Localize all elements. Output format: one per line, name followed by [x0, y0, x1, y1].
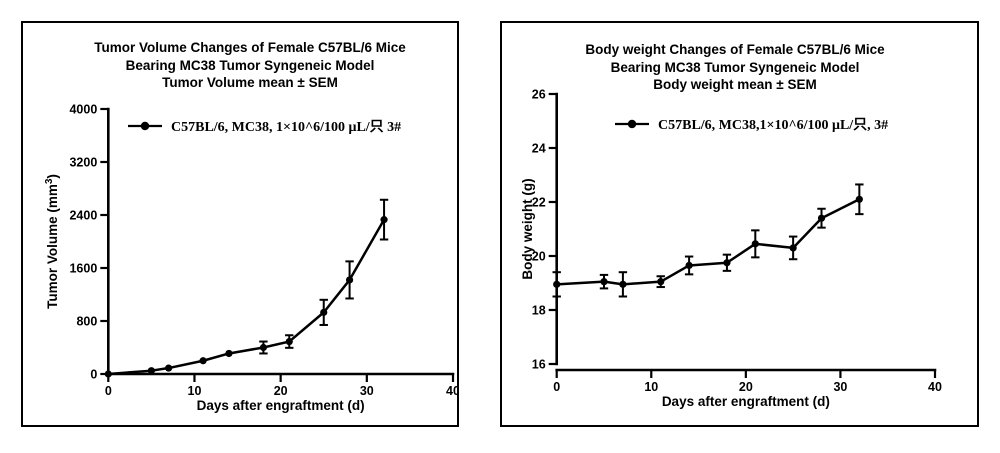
svg-text:Tumor Volume (mm3): Tumor Volume (mm3)	[44, 174, 60, 309]
svg-text:40: 40	[446, 384, 457, 398]
svg-text:16: 16	[532, 358, 546, 372]
body-weight-chart-svg: 16 18 20 22 24 26 0 10 20 30 40 Days after engraftm…	[520, 88, 942, 410]
svg-text:26: 26	[532, 88, 546, 102]
svg-text:0: 0	[553, 380, 560, 394]
svg-text:20: 20	[274, 384, 288, 398]
legend-marker-icon	[615, 119, 649, 129]
svg-text:Days after engraftment (d): Days after engraftment (d)	[662, 394, 830, 409]
svg-text:22: 22	[532, 196, 546, 210]
body-weight-panel: Body weight Changes of Female C57BL/6 Mi…	[500, 21, 979, 427]
weight-legend: C57BL/6, MC38,1×10^6/100 μL/只, 3#	[614, 114, 888, 134]
title-line: Bearing MC38 Tumor Syngeneic Model	[125, 57, 375, 73]
tumor-chart-title: Tumor Volume Changes of Female C57BL/6 M…	[43, 39, 457, 92]
svg-text:40: 40	[928, 380, 942, 394]
svg-text:18: 18	[532, 304, 546, 318]
title-line: Body weight mean ± SEM	[653, 77, 817, 92]
tumor-volume-panel: Tumor Volume Changes of Female C57BL/6 M…	[21, 21, 459, 427]
tumor-legend: C57BL/6, MC38, 1×10^6/100 μL/只 3#	[127, 116, 401, 136]
svg-text:30: 30	[360, 384, 374, 398]
svg-text:20: 20	[532, 250, 546, 264]
svg-text:20: 20	[739, 380, 753, 394]
svg-text:24: 24	[532, 142, 546, 156]
title-line: Tumor Volume Changes of Female C57BL/6 M…	[94, 40, 406, 55]
svg-text:30: 30	[833, 380, 847, 394]
weight-chart-title: Body weight Changes of Female C57BL/6 Mi…	[502, 41, 968, 94]
svg-text:10: 10	[644, 380, 658, 394]
legend-label: C57BL/6, MC38,1×10^6/100 μL/只, 3#	[658, 118, 889, 133]
legend-label: C57BL/6, MC38, 1×10^6/100 μL/只 3#	[171, 120, 402, 135]
svg-text:4000: 4000	[69, 103, 97, 117]
svg-text:0: 0	[90, 368, 97, 382]
svg-text:800: 800	[76, 315, 97, 329]
svg-text:10: 10	[188, 384, 202, 398]
svg-text:0: 0	[105, 384, 112, 398]
tumor-volume-chart-svg: 0 800 1600 2400 3200 4000 0 10 20 30 40 Days after …	[44, 103, 457, 414]
title-line: Tumor Volume mean ± SEM	[162, 75, 338, 90]
svg-text:Days after engraftment (d): Days after engraftment (d)	[197, 398, 365, 413]
legend-marker-icon	[128, 121, 162, 131]
title-line: Bearing MC38 Tumor Syngeneic Model	[610, 59, 860, 75]
svg-text:1600: 1600	[69, 262, 97, 276]
svg-text:Body weight (g): Body weight (g)	[520, 178, 535, 279]
title-line: Body weight Changes of Female C57BL/6 Mi…	[585, 42, 885, 57]
svg-text:2400: 2400	[69, 209, 97, 223]
svg-text:3200: 3200	[69, 156, 97, 170]
